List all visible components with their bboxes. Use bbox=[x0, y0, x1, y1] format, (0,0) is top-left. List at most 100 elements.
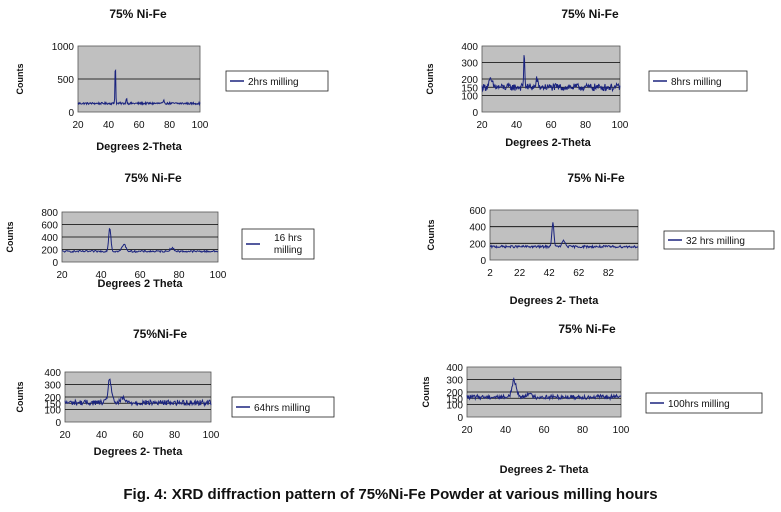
x-tick-label: 80 bbox=[164, 120, 176, 131]
x-tick-label: 42 bbox=[544, 268, 556, 279]
legend-label: 2hrs milling bbox=[248, 77, 299, 88]
chart-title: 75% Ni-Fe bbox=[561, 7, 619, 21]
y-tick-label: 400 bbox=[461, 42, 478, 53]
legend: 8hrs milling bbox=[648, 70, 748, 92]
y-axis-label: Counts bbox=[421, 377, 431, 408]
y-tick-label: 400 bbox=[44, 368, 61, 379]
y-tick-label: 0 bbox=[68, 108, 74, 119]
y-tick-label: 400 bbox=[469, 223, 486, 234]
x-tick-label: 100 bbox=[210, 270, 227, 281]
y-tick-label: 400 bbox=[446, 363, 463, 374]
x-axis-label: Degrees 2- Theta bbox=[510, 295, 600, 307]
chart-title: 75% Ni-Fe bbox=[124, 171, 182, 185]
y-tick-label: 150 bbox=[461, 83, 478, 94]
y-tick-label: 100 bbox=[461, 92, 478, 103]
legend-box bbox=[225, 70, 329, 92]
x-axis-label: Degrees 2- Theta bbox=[500, 464, 590, 476]
x-tick-label: 82 bbox=[603, 268, 615, 279]
legend: 64hrs milling bbox=[231, 396, 335, 418]
x-axis-label: Degrees 2-Theta bbox=[96, 141, 182, 153]
x-tick-label: 100 bbox=[612, 120, 629, 131]
chart-panel-1: 75% Ni-Fe 0 500 1000 20 40 60 80 100 Degrees 2-Th… bbox=[15, 7, 329, 153]
x-tick-label: 60 bbox=[538, 425, 550, 436]
legend-label: 32 hrs milling bbox=[686, 236, 745, 247]
x-tick-label: 60 bbox=[134, 270, 146, 281]
x-tick-label: 80 bbox=[577, 425, 589, 436]
plot-area bbox=[489, 209, 639, 261]
series-line bbox=[61, 227, 219, 254]
y-tick-label: 0 bbox=[55, 418, 61, 429]
y-tick-label: 100 bbox=[446, 401, 463, 412]
chart-title: 75%Ni-Fe bbox=[133, 327, 187, 341]
legend: 16 hrs milling bbox=[241, 228, 315, 260]
y-tick-label: 300 bbox=[446, 376, 463, 387]
y-tick-label: 150 bbox=[44, 399, 61, 410]
legend: 32 hrs milling bbox=[663, 230, 775, 250]
x-axis-label: Degrees 2-Theta bbox=[505, 137, 591, 149]
x-tick-label: 80 bbox=[580, 120, 592, 131]
legend-label: 8hrs milling bbox=[671, 77, 722, 88]
x-tick-label: 60 bbox=[132, 430, 144, 441]
legend-box bbox=[663, 230, 775, 250]
x-tick-label: 100 bbox=[613, 425, 630, 436]
y-tick-label: 150 bbox=[446, 394, 463, 405]
series-line bbox=[481, 55, 621, 93]
x-tick-label: 20 bbox=[56, 270, 68, 281]
y-tick-label: 200 bbox=[446, 388, 463, 399]
x-tick-label: 100 bbox=[192, 120, 209, 131]
legend-label: 64hrs milling bbox=[254, 403, 310, 414]
x-tick-label: 20 bbox=[461, 425, 473, 436]
x-tick-label: 100 bbox=[203, 430, 220, 441]
x-tick-label: 40 bbox=[500, 425, 512, 436]
y-axis-label: Counts bbox=[5, 222, 15, 253]
x-tick-label: 62 bbox=[573, 268, 585, 279]
x-axis-label: Degrees 2 Theta bbox=[98, 278, 184, 290]
legend-label: 16 hrs milling bbox=[274, 233, 302, 256]
y-tick-label: 400 bbox=[41, 233, 58, 244]
x-tick-label: 80 bbox=[173, 270, 185, 281]
y-axis-label: Counts bbox=[15, 382, 25, 413]
y-tick-label: 300 bbox=[461, 59, 478, 70]
y-axis-label: Counts bbox=[15, 64, 25, 95]
y-tick-label: 200 bbox=[44, 393, 61, 404]
y-tick-label: 0 bbox=[472, 108, 478, 119]
y-tick-label: 600 bbox=[41, 221, 58, 232]
figure-caption: Fig. 4: XRD diffraction pattern of 75%Ni… bbox=[123, 486, 658, 503]
x-tick-label: 22 bbox=[514, 268, 526, 279]
series-line bbox=[77, 68, 201, 107]
y-tick-label: 100 bbox=[44, 406, 61, 417]
x-tick-label: 40 bbox=[96, 430, 108, 441]
y-tick-label: 200 bbox=[461, 75, 478, 86]
y-tick-label: 600 bbox=[469, 206, 486, 217]
legend: 2hrs milling bbox=[225, 70, 329, 92]
x-tick-label: 20 bbox=[476, 120, 488, 131]
legend: 100hrs milling bbox=[645, 392, 763, 414]
chart-title: 75% Ni-Fe bbox=[109, 7, 167, 21]
legend-box bbox=[648, 70, 748, 92]
y-tick-label: 800 bbox=[41, 208, 58, 219]
x-tick-label: 20 bbox=[59, 430, 71, 441]
y-tick-label: 0 bbox=[52, 258, 58, 269]
x-axis-label: Degrees 2- Theta bbox=[94, 446, 184, 458]
series-line bbox=[466, 377, 622, 401]
series-line bbox=[64, 378, 212, 408]
x-tick-label: 40 bbox=[95, 270, 107, 281]
x-tick-label: 40 bbox=[511, 120, 523, 131]
legend-box bbox=[231, 396, 335, 418]
y-tick-label: 500 bbox=[57, 75, 74, 86]
legend-label: 100hrs milling bbox=[668, 399, 730, 410]
x-tick-label: 60 bbox=[133, 120, 145, 131]
x-tick-label: 40 bbox=[103, 120, 115, 131]
y-tick-label: 200 bbox=[41, 246, 58, 257]
y-tick-label: 300 bbox=[44, 381, 61, 392]
series-line bbox=[489, 222, 639, 250]
x-tick-label: 80 bbox=[169, 430, 181, 441]
x-tick-label: 20 bbox=[72, 120, 84, 131]
legend-box bbox=[645, 392, 763, 414]
